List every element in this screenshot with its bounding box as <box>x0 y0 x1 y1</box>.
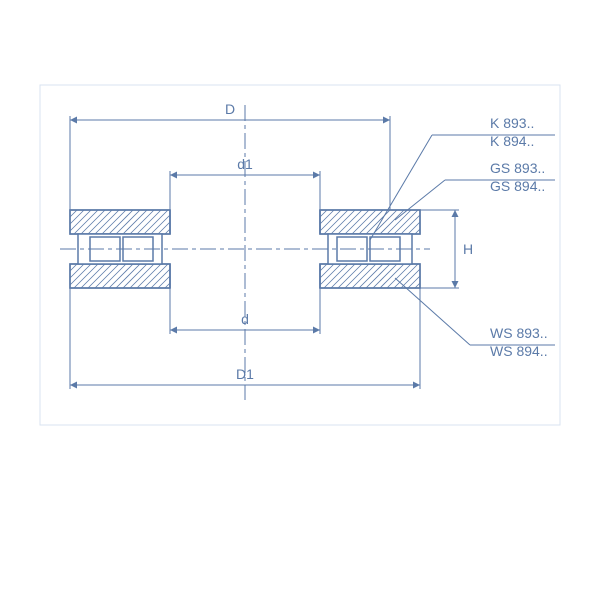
line-mark <box>137 264 161 288</box>
callout-WS-2: WS 894.. <box>490 343 548 359</box>
polygon-mark <box>313 172 320 179</box>
line-mark <box>324 210 348 234</box>
line-mark <box>109 210 133 234</box>
polygon-mark <box>70 382 77 389</box>
dim-H: H <box>463 241 473 257</box>
line-mark <box>380 210 404 234</box>
polygon-mark <box>413 382 420 389</box>
callout-K-2: K 894.. <box>490 133 534 149</box>
polygon-mark <box>170 172 177 179</box>
line-mark <box>81 264 105 288</box>
line-mark <box>324 264 348 288</box>
polygon-mark <box>170 327 177 334</box>
line-mark <box>137 210 161 234</box>
line-mark <box>320 210 327 217</box>
dim-d1: d1 <box>237 156 253 172</box>
line-mark <box>158 276 170 288</box>
line-mark <box>88 264 112 288</box>
callout-GS-1: GS 893.. <box>490 160 545 176</box>
line-mark <box>345 264 369 288</box>
line-mark <box>70 264 84 278</box>
line-mark <box>144 210 168 234</box>
line-mark <box>116 210 140 234</box>
line-mark <box>331 264 355 288</box>
line-mark <box>88 210 112 234</box>
line-mark <box>70 210 84 224</box>
dim-D1: D1 <box>236 366 254 382</box>
line-mark <box>373 264 397 288</box>
line-mark <box>359 264 383 288</box>
line-mark <box>320 264 334 278</box>
line-mark <box>95 264 119 288</box>
line-mark <box>109 264 133 288</box>
line-mark <box>394 264 418 288</box>
line-mark <box>408 276 420 288</box>
line-mark <box>387 210 411 234</box>
line-mark <box>123 210 147 234</box>
line-mark <box>359 210 383 234</box>
line-mark <box>130 210 154 234</box>
line-mark <box>102 264 126 288</box>
callout-GS-2: GS 894.. <box>490 178 545 194</box>
line-mark <box>74 264 98 288</box>
dim-D: D <box>225 101 235 117</box>
line-mark <box>338 264 362 288</box>
line-mark <box>320 210 334 224</box>
polygon-mark <box>383 117 390 124</box>
line-mark <box>352 210 376 234</box>
line-mark <box>158 222 170 234</box>
callout-K-1: K 893.. <box>490 115 534 131</box>
line-mark <box>95 210 119 234</box>
line-mark <box>130 264 154 288</box>
polygon-mark <box>452 281 459 288</box>
line-mark <box>345 210 369 234</box>
line-mark <box>387 264 411 288</box>
line-mark <box>394 210 418 234</box>
line-mark <box>144 264 168 288</box>
line-mark <box>70 264 77 271</box>
line-mark <box>366 264 390 288</box>
line-mark <box>338 210 362 234</box>
line-mark <box>70 210 77 217</box>
line-mark <box>408 222 420 234</box>
line-mark <box>320 264 327 271</box>
line-mark <box>352 264 376 288</box>
polygon-mark <box>313 327 320 334</box>
line-mark <box>74 210 98 234</box>
dim-d: d <box>241 311 249 327</box>
line-mark <box>81 210 105 234</box>
polygon-mark <box>452 210 459 217</box>
line-mark <box>123 264 147 288</box>
line-mark <box>116 264 140 288</box>
polygon-mark <box>70 117 77 124</box>
line-mark <box>373 210 397 234</box>
line-mark <box>366 210 390 234</box>
line-mark <box>370 135 432 240</box>
line-mark <box>331 210 355 234</box>
callout-WS-1: WS 893.. <box>490 325 548 341</box>
line-mark <box>380 264 404 288</box>
line-mark <box>102 210 126 234</box>
